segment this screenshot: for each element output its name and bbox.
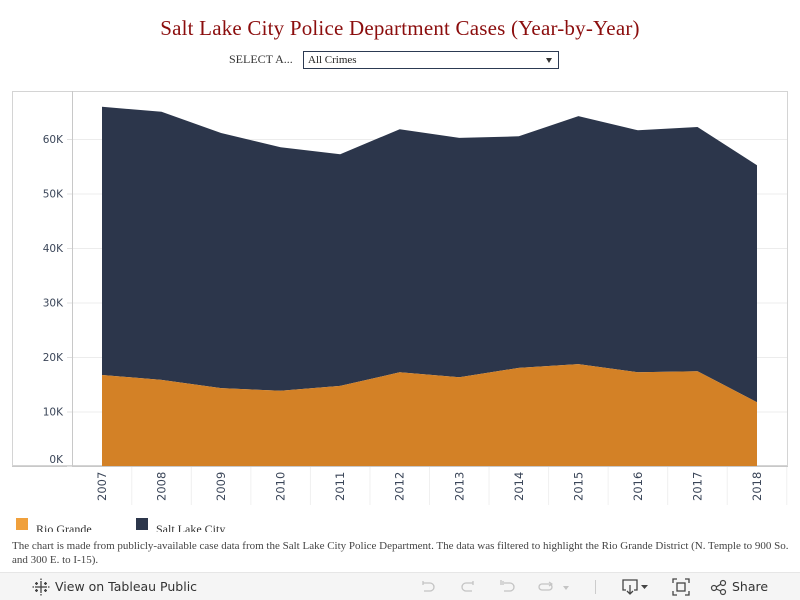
y-tick-label: 60K bbox=[43, 134, 64, 146]
x-tick-label: 2016 bbox=[631, 472, 645, 501]
x-tick-label: 2012 bbox=[393, 472, 407, 501]
y-tick-label: 10K bbox=[43, 407, 64, 419]
x-axis-ticks: 2007 2008 2009 2010 2011 2012 2013 2014 2015 2016… bbox=[95, 467, 788, 505]
y-tick-label: 20K bbox=[43, 352, 64, 364]
redo-button[interactable] bbox=[459, 578, 477, 596]
x-tick-label: 2009 bbox=[214, 472, 228, 501]
revert-button[interactable] bbox=[499, 578, 517, 596]
view-on-tableau-public-label: View on Tableau Public bbox=[55, 579, 198, 594]
legend-swatch-salt-lake-city bbox=[136, 518, 148, 530]
dropdown-arrow-icon bbox=[546, 58, 552, 63]
tableau-toolbar: View on Tableau Public bbox=[0, 572, 800, 600]
y-tick-label: 0K bbox=[49, 454, 64, 466]
area-rio-grande[interactable] bbox=[102, 364, 757, 466]
legend: Rio Grande Salt Lake City bbox=[0, 518, 800, 532]
x-tick-label: 2013 bbox=[452, 472, 466, 501]
x-tick-label: 2018 bbox=[750, 472, 764, 501]
area-series-group bbox=[102, 106, 757, 466]
toolbar-separator bbox=[595, 580, 596, 594]
fullscreen-button[interactable] bbox=[672, 578, 690, 596]
x-tick-label: 2017 bbox=[690, 472, 704, 501]
x-tick-label: 2014 bbox=[512, 472, 526, 501]
x-tick-label: 2008 bbox=[155, 472, 169, 501]
legend-label-rio-grande: Rio Grande bbox=[36, 522, 92, 532]
share-icon bbox=[710, 579, 727, 596]
refresh-icon bbox=[538, 581, 569, 591]
undo-icon bbox=[422, 581, 435, 592]
tableau-logo-icon bbox=[32, 578, 50, 596]
x-tick-label: 2007 bbox=[95, 472, 109, 501]
x-tick-label: 2015 bbox=[571, 472, 585, 501]
legend-label-salt-lake-city: Salt Lake City bbox=[156, 522, 226, 532]
y-tick-label: 50K bbox=[43, 189, 64, 201]
filter-label: SELECT A... bbox=[229, 52, 293, 66]
dropdown-selected-value: All Crimes bbox=[308, 54, 357, 66]
fullscreen-icon bbox=[672, 578, 690, 596]
share-button[interactable]: Share bbox=[710, 578, 770, 596]
x-tick-label: 2010 bbox=[274, 472, 288, 501]
undo-button[interactable] bbox=[419, 578, 437, 596]
redo-icon bbox=[461, 581, 474, 592]
y-tick-label: 30K bbox=[43, 298, 64, 310]
crime-type-dropdown[interactable]: All Crimes bbox=[303, 51, 559, 69]
y-axis-ticks: 0K 10K 20K 30K 40K 50K 60K bbox=[43, 134, 72, 467]
y-tick-label: 40K bbox=[43, 243, 64, 255]
area-salt-lake-city[interactable] bbox=[102, 106, 757, 403]
revert-icon bbox=[500, 580, 515, 592]
x-tick-label: 2011 bbox=[333, 472, 347, 501]
area-chart: 0K 10K 20K 30K 40K 50K 60K 2007 2008 2009 2010 201… bbox=[12, 91, 788, 505]
legend-swatch-rio-grande bbox=[16, 518, 28, 530]
download-icon bbox=[622, 579, 648, 595]
share-label: Share bbox=[732, 579, 769, 594]
refresh-button[interactable] bbox=[537, 578, 577, 596]
download-button[interactable] bbox=[621, 578, 653, 596]
footnote-text: The chart is made from publicly-availabl… bbox=[12, 540, 789, 565]
dashboard-title: Salt Lake City Police Department Cases (… bbox=[160, 16, 640, 40]
